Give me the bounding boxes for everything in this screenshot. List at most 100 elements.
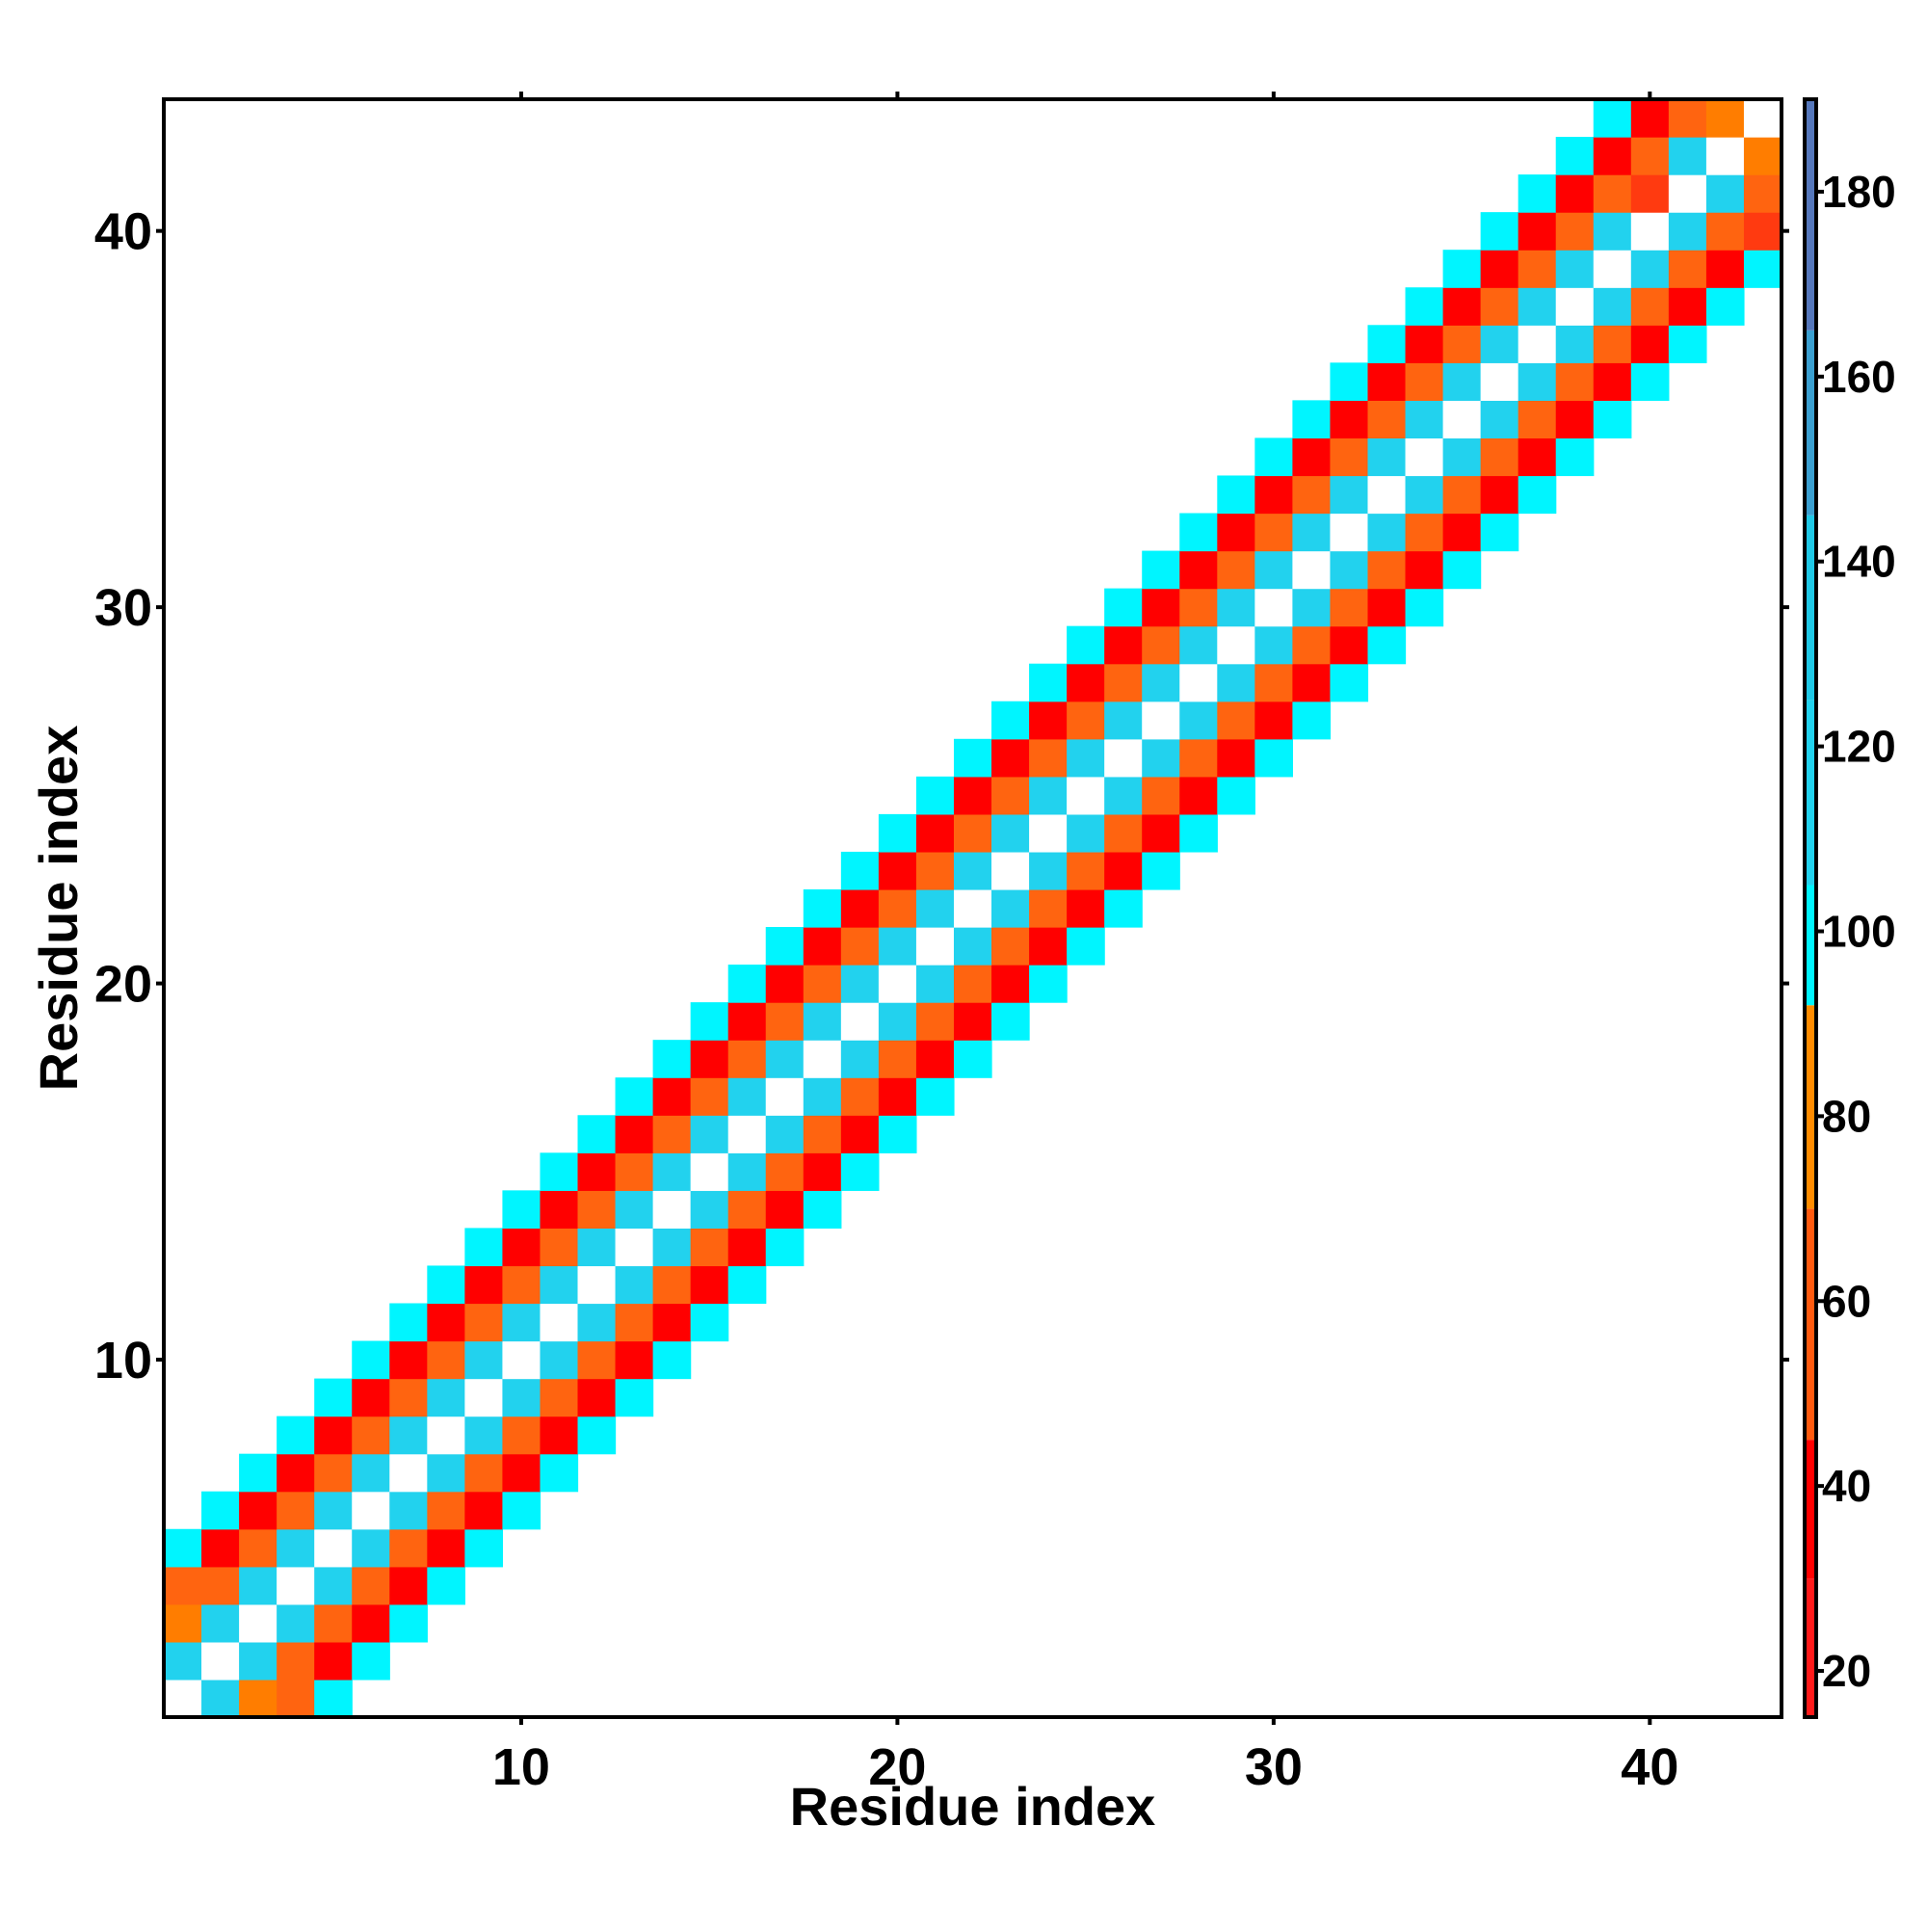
colorbar-band xyxy=(1805,885,1816,1006)
heatmap-cell xyxy=(1555,250,1595,288)
heatmap-cell xyxy=(1593,250,1632,288)
heatmap-cell xyxy=(727,1265,767,1305)
plot-frame xyxy=(162,97,1783,1719)
heatmap-cell xyxy=(1330,663,1369,702)
heatmap-cell xyxy=(389,1566,428,1605)
heatmap-cell xyxy=(991,888,1030,928)
heatmap-cell xyxy=(1029,888,1068,928)
y-axis-ticks: 10 20 30 40 xyxy=(94,203,1789,1389)
heatmap-cell xyxy=(690,1303,729,1342)
heatmap-cell xyxy=(765,1152,805,1191)
heatmap-cell xyxy=(1442,362,1482,401)
heatmap-cell xyxy=(389,1453,428,1493)
heatmap-cell xyxy=(1630,287,1670,326)
x-tick-label: 30 xyxy=(1245,1738,1303,1796)
heatmap-cell xyxy=(1405,362,1444,401)
heatmap-cell xyxy=(1330,625,1369,665)
heatmap-cell xyxy=(991,1002,1030,1041)
heatmap-cell xyxy=(352,1416,390,1455)
heatmap-cell xyxy=(1442,287,1482,326)
heatmap-cell xyxy=(577,1152,617,1191)
heatmap-cell xyxy=(1217,588,1255,627)
heatmap-cell xyxy=(615,1303,654,1342)
heatmap-cell xyxy=(1743,212,1782,251)
colorbar-band xyxy=(1805,99,1816,331)
heatmap-cell xyxy=(1668,99,1707,138)
heatmap-cell xyxy=(727,965,767,1003)
heatmap-cell xyxy=(464,1265,504,1305)
heatmap-cell xyxy=(953,776,992,815)
heatmap-cell xyxy=(1142,851,1180,890)
heatmap-cell xyxy=(915,1077,955,1116)
heatmap-cell xyxy=(953,738,992,778)
heatmap-cell xyxy=(389,1340,428,1380)
heatmap-cell xyxy=(915,1040,955,1078)
heatmap-cell xyxy=(239,1528,277,1568)
heatmap-cell xyxy=(1405,287,1444,326)
heatmap-cell xyxy=(164,1603,202,1643)
heatmap-cell xyxy=(878,1115,917,1153)
heatmap-cell xyxy=(502,1303,541,1342)
heatmap-cell xyxy=(1179,625,1218,665)
x-tick-label: 10 xyxy=(492,1738,550,1796)
heatmap-cell xyxy=(314,1378,353,1417)
heatmap-cell xyxy=(1480,362,1519,401)
heatmap-cell xyxy=(840,927,880,966)
heatmap-cell xyxy=(1518,400,1557,439)
heatmap-cell xyxy=(1668,250,1707,288)
heatmap-cell xyxy=(765,1002,805,1041)
heatmap-cell xyxy=(615,1190,654,1229)
heatmap-cell xyxy=(314,1679,353,1718)
heatmap-cell xyxy=(540,1453,579,1493)
heatmap-cell xyxy=(915,813,955,853)
heatmap-cell xyxy=(1142,588,1180,627)
heatmap-cell xyxy=(803,1190,842,1229)
heatmap-cell xyxy=(1142,701,1180,740)
heatmap-cell xyxy=(803,1077,842,1116)
heatmap-cell xyxy=(765,1115,805,1153)
heatmap-cell xyxy=(1480,287,1519,326)
heatmap-cell xyxy=(991,776,1030,815)
heatmap-cell xyxy=(502,1378,541,1417)
heatmap-cell xyxy=(1593,287,1632,326)
heatmap-cell xyxy=(352,1491,390,1530)
heatmap-cell xyxy=(1593,212,1632,251)
heatmap-cell xyxy=(690,1152,729,1191)
heatmap-cell xyxy=(239,1491,277,1530)
heatmap-cell xyxy=(239,1566,277,1605)
heatmap-cell xyxy=(1067,663,1105,702)
heatmap-cell xyxy=(727,1077,767,1116)
x-tick-label: 20 xyxy=(868,1738,926,1796)
colorbar-band xyxy=(1805,1208,1816,1441)
heatmap-cell xyxy=(427,1453,465,1493)
heatmap-cell xyxy=(1292,550,1332,590)
heatmap-cell xyxy=(878,965,917,1003)
heatmap-cell xyxy=(690,1040,729,1078)
colorbar-tick-label: 120 xyxy=(1822,722,1896,772)
heatmap-cell xyxy=(1142,550,1180,590)
heatmap-cell xyxy=(652,1077,692,1116)
heatmap-cell xyxy=(1142,625,1180,665)
heatmap-cell xyxy=(277,1566,315,1605)
heatmap-cell xyxy=(1179,663,1218,702)
heatmap-cell xyxy=(201,1528,240,1568)
heatmap-cell xyxy=(1555,137,1595,175)
heatmap-cell xyxy=(1367,362,1407,401)
colorbar-band xyxy=(1805,1440,1816,1579)
colorbar: 20 40 60 80 100 120 140 160 180 xyxy=(1803,97,1896,1719)
heatmap-cell xyxy=(953,965,992,1003)
heatmap-cell xyxy=(352,1378,390,1417)
heatmap-cell xyxy=(991,851,1030,890)
heatmap-cell xyxy=(1217,550,1255,590)
heatmap-cell xyxy=(915,965,955,1003)
heatmap-cell xyxy=(803,888,842,928)
heatmap-cell xyxy=(1029,776,1068,815)
heatmap-cell xyxy=(615,1340,654,1380)
heatmap-cell xyxy=(389,1303,428,1342)
y-tick-label: 10 xyxy=(94,1332,152,1389)
heatmap-cell xyxy=(427,1378,465,1417)
heatmap-cell xyxy=(1630,212,1670,251)
heatmap-cell xyxy=(1067,625,1105,665)
heatmap-cell xyxy=(1367,475,1407,515)
